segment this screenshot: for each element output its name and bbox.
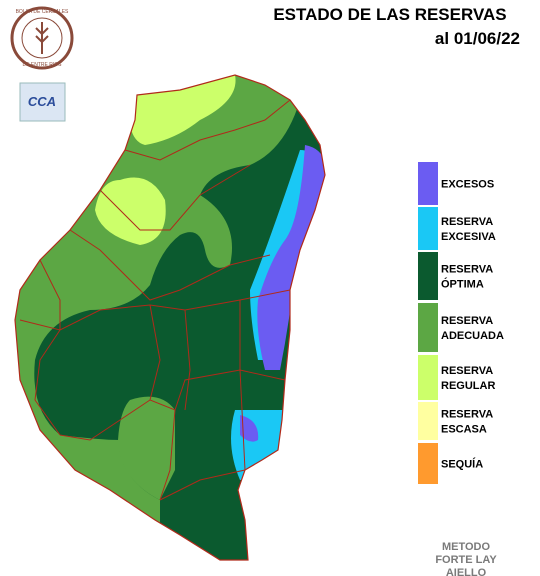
legend-label: SEQUÍA xyxy=(441,458,483,471)
legend-label: EXCESOS xyxy=(441,179,494,191)
legend-swatch xyxy=(418,402,438,440)
footer-text: METODO xyxy=(442,541,491,553)
legend-swatch xyxy=(418,162,438,205)
title: ESTADO DE LAS RESERVAS xyxy=(273,5,506,24)
legend-label: RESERVA xyxy=(441,216,493,228)
legend-label: ÓPTIMA xyxy=(441,278,484,291)
legend-swatch xyxy=(418,252,438,300)
legend-label: RESERVA xyxy=(441,264,493,276)
date: al 01/06/22 xyxy=(435,29,520,48)
legend-label: ADECUADA xyxy=(441,330,504,342)
legend-label: ESCASA xyxy=(441,424,487,436)
map xyxy=(15,75,325,560)
legend-swatch xyxy=(418,355,438,400)
legend-label: REGULAR xyxy=(441,380,495,392)
legend-swatch xyxy=(418,443,438,484)
legend-label: RESERVA xyxy=(441,409,493,421)
footer-text: AIELLO xyxy=(446,567,487,576)
legend-label: EXCESIVA xyxy=(441,231,496,243)
logo-text: CCA xyxy=(28,94,56,109)
legend-label: RESERVA xyxy=(441,315,493,327)
logo-bolsa: BOLSA DE CEREALES DE ENTRE RIOS xyxy=(10,6,74,70)
logo-text: DE ENTRE RIOS xyxy=(23,62,63,68)
legend-label: RESERVA xyxy=(441,365,493,377)
legend-swatch xyxy=(418,303,438,352)
footer-text: FORTE LAY xyxy=(435,554,497,566)
logo-text: BOLSA DE CEREALES xyxy=(16,9,69,15)
legend: EXCESOS RESERVA EXCESIVA RESERVA ÓPTIMA RESER… xyxy=(418,162,504,484)
province-outline xyxy=(14,74,326,561)
legend-swatch xyxy=(418,207,438,250)
logo-cca: CCA xyxy=(19,82,66,122)
